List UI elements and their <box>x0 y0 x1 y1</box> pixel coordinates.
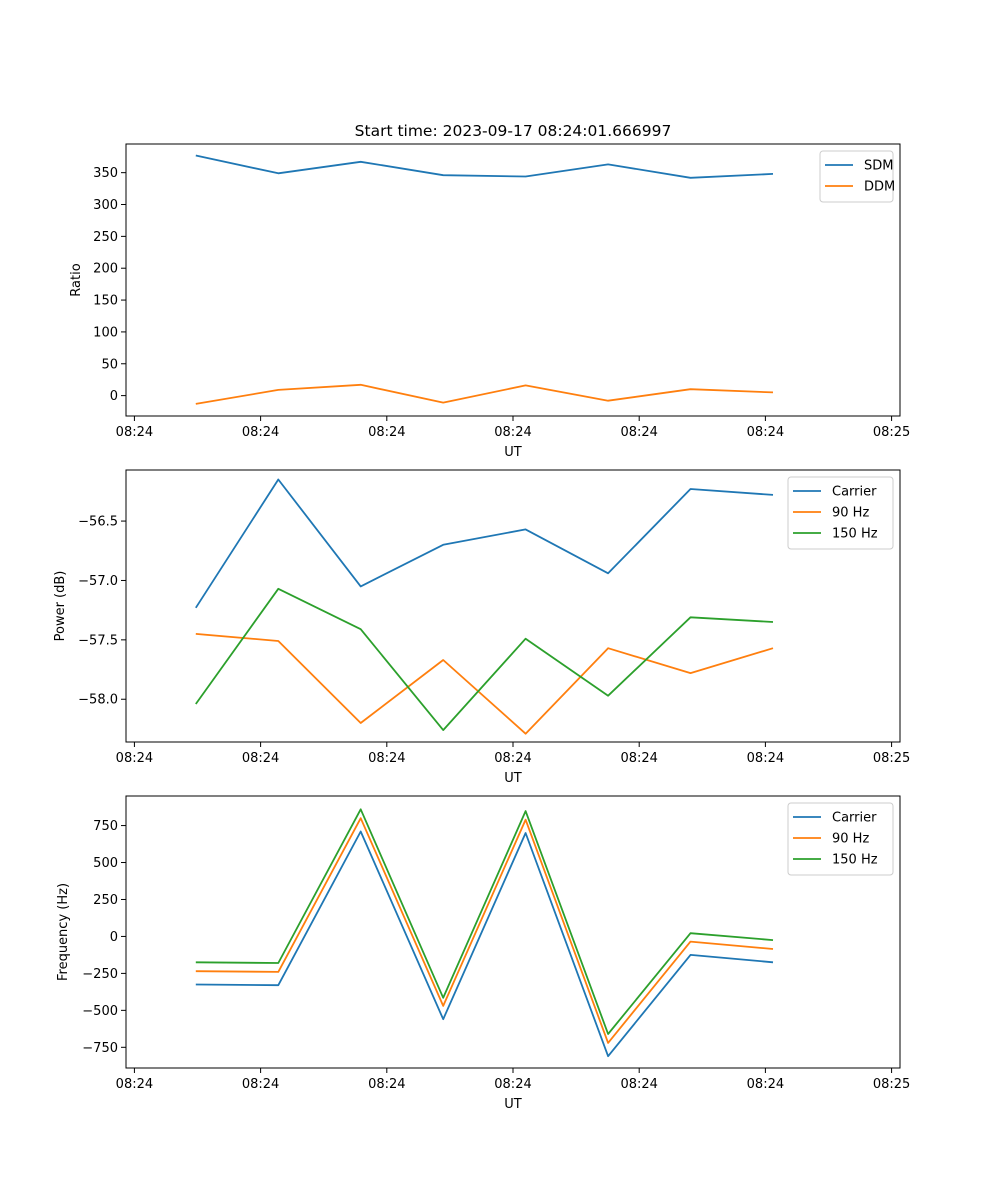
x-tick-label: 08:24 <box>494 751 531 766</box>
series-line-0 <box>195 478 774 609</box>
y-tick-label: −500 <box>82 1004 118 1019</box>
x-tick-label: 08:24 <box>494 425 531 440</box>
frequency-panel: UT Frequency (Hz) 08:24 08:24 08:24 08:24 08… <box>56 795 910 1112</box>
y-tick-label: 250 <box>93 230 118 245</box>
y-tick-label: 0 <box>110 389 118 404</box>
x-axis-label: UT <box>504 1097 522 1112</box>
y-tick-label: −750 <box>82 1041 118 1056</box>
y-tick-label: 50 <box>101 357 118 372</box>
axes-frame <box>125 143 901 417</box>
x-tick-label: 08:24 <box>747 1077 784 1092</box>
x-tick-label: 08:24 <box>620 751 657 766</box>
x-axis-label: UT <box>504 445 522 460</box>
legend-box <box>819 150 894 203</box>
legend-label: 150 Hz <box>832 527 878 542</box>
series-line-1 <box>195 633 774 735</box>
legend-label: 150 Hz <box>832 853 878 868</box>
legend-box <box>787 802 894 876</box>
legend: SDM DDM <box>819 150 895 203</box>
series-line-1 <box>195 383 774 405</box>
y-tick-label: 0 <box>110 930 118 945</box>
legend-label: DDM <box>864 180 895 195</box>
chart-title: Start time: 2023-09-17 08:24:01.666997 <box>355 122 672 140</box>
y-tick-label: 150 <box>93 294 118 309</box>
x-tick-label: 08:25 <box>873 425 910 440</box>
y-axis-label: Frequency (Hz) <box>56 883 71 981</box>
y-tick-label: 500 <box>93 856 118 871</box>
legend: Carrier 90 Hz 150 Hz <box>787 802 894 876</box>
legend-label: 90 Hz <box>832 506 869 521</box>
y-tick-label: −58.0 <box>78 693 118 708</box>
y-tick-label: 100 <box>93 325 118 340</box>
series-line-2 <box>195 587 774 731</box>
y-tick-label: −56.5 <box>78 515 118 530</box>
x-tick-label: 08:24 <box>747 425 784 440</box>
x-tick-label: 08:25 <box>873 1077 910 1092</box>
x-tick-label: 08:24 <box>494 1077 531 1092</box>
x-tick-label: 08:24 <box>368 1077 405 1092</box>
x-tick-label: 08:24 <box>368 425 405 440</box>
series-line-1 <box>195 817 774 1044</box>
axes-frame <box>125 469 901 743</box>
y-tick-label: 250 <box>93 893 118 908</box>
legend-label: Carrier <box>832 811 877 826</box>
x-tick-label: 08:24 <box>747 751 784 766</box>
x-tick-label: 08:24 <box>116 425 153 440</box>
y-tick-label: 750 <box>93 819 118 834</box>
x-tick-label: 08:24 <box>620 425 657 440</box>
y-tick-label: 350 <box>93 166 118 181</box>
x-tick-label: 08:24 <box>620 1077 657 1092</box>
x-tick-label: 08:24 <box>368 751 405 766</box>
y-tick-label: −57.5 <box>78 633 118 648</box>
x-tick-label: 08:24 <box>116 1077 153 1092</box>
x-tick-label: 08:25 <box>873 751 910 766</box>
series-line-2 <box>195 808 774 1035</box>
series-line-0 <box>195 154 774 179</box>
legend-label: Carrier <box>832 485 877 500</box>
y-tick-label: 200 <box>93 262 118 277</box>
y-axis-label: Power (dB) <box>53 571 68 642</box>
x-tick-label: 08:24 <box>242 751 279 766</box>
legend: Carrier 90 Hz 150 Hz <box>787 476 894 550</box>
y-tick-label: −57.0 <box>78 574 118 589</box>
ratio-panel: Start time: 2023-09-17 08:24:01.666997 U… <box>69 122 910 460</box>
x-tick-label: 08:24 <box>242 425 279 440</box>
y-axis-label: Ratio <box>69 263 84 296</box>
axes-frame <box>125 795 901 1069</box>
x-axis-label: UT <box>504 771 522 786</box>
x-tick-label: 08:24 <box>242 1077 279 1092</box>
y-tick-label: 300 <box>93 198 118 213</box>
legend-label: SDM <box>864 159 893 174</box>
x-tick-label: 08:24 <box>116 751 153 766</box>
legend-label: 90 Hz <box>832 832 869 847</box>
y-tick-label: −250 <box>82 967 118 982</box>
legend-box <box>787 476 894 550</box>
series-line-0 <box>195 830 774 1058</box>
power-panel: UT Power (dB) 08:24 08:24 08:24 08:24 08:24 0… <box>53 469 910 786</box>
